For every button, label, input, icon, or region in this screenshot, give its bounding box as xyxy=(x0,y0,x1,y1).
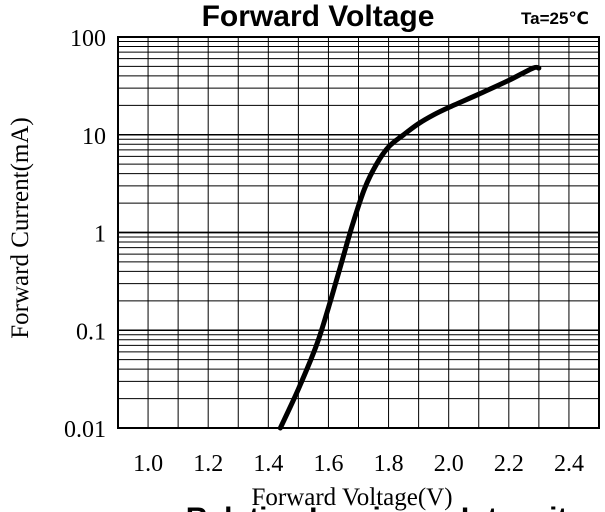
x-tick-label: 2.0 xyxy=(434,451,464,477)
y-axis-label: Forward Current(mA) xyxy=(7,117,34,338)
bottom-title-fragment: Relative Luminous Intensity xyxy=(186,502,585,512)
plot-frame xyxy=(117,36,600,429)
x-tick-label: 1.8 xyxy=(374,451,404,477)
x-axis-label: Forward Voltage(V) xyxy=(251,484,452,511)
y-tick-label: 100 xyxy=(70,26,106,52)
x-tick-label: 1.0 xyxy=(133,451,163,477)
x-tick-label: 1.6 xyxy=(313,451,343,477)
condition-label: Ta=25℃ xyxy=(521,9,589,28)
x-tick-label: 1.2 xyxy=(193,451,223,477)
x-tick-label: 1.4 xyxy=(253,451,283,477)
top-title-fragment: Forward Voltage xyxy=(202,0,435,33)
series-layer xyxy=(277,64,542,431)
y-tick-label: 0.1 xyxy=(76,319,106,345)
y-tick-label: 0.01 xyxy=(64,417,106,443)
x-tick-label: 2.4 xyxy=(554,451,584,477)
y-tick-labels: 0.01 0.1 1 10 100 xyxy=(64,26,106,443)
y-tick-label: 1 xyxy=(94,222,106,248)
grid xyxy=(117,36,600,429)
series-line-0 xyxy=(277,64,542,431)
y-tick-label: 10 xyxy=(82,124,106,150)
x-tick-labels: 1.0 1.2 1.4 1.6 1.8 2.0 2.2 2.4 xyxy=(133,451,584,477)
x-tick-label: 2.2 xyxy=(494,451,524,477)
